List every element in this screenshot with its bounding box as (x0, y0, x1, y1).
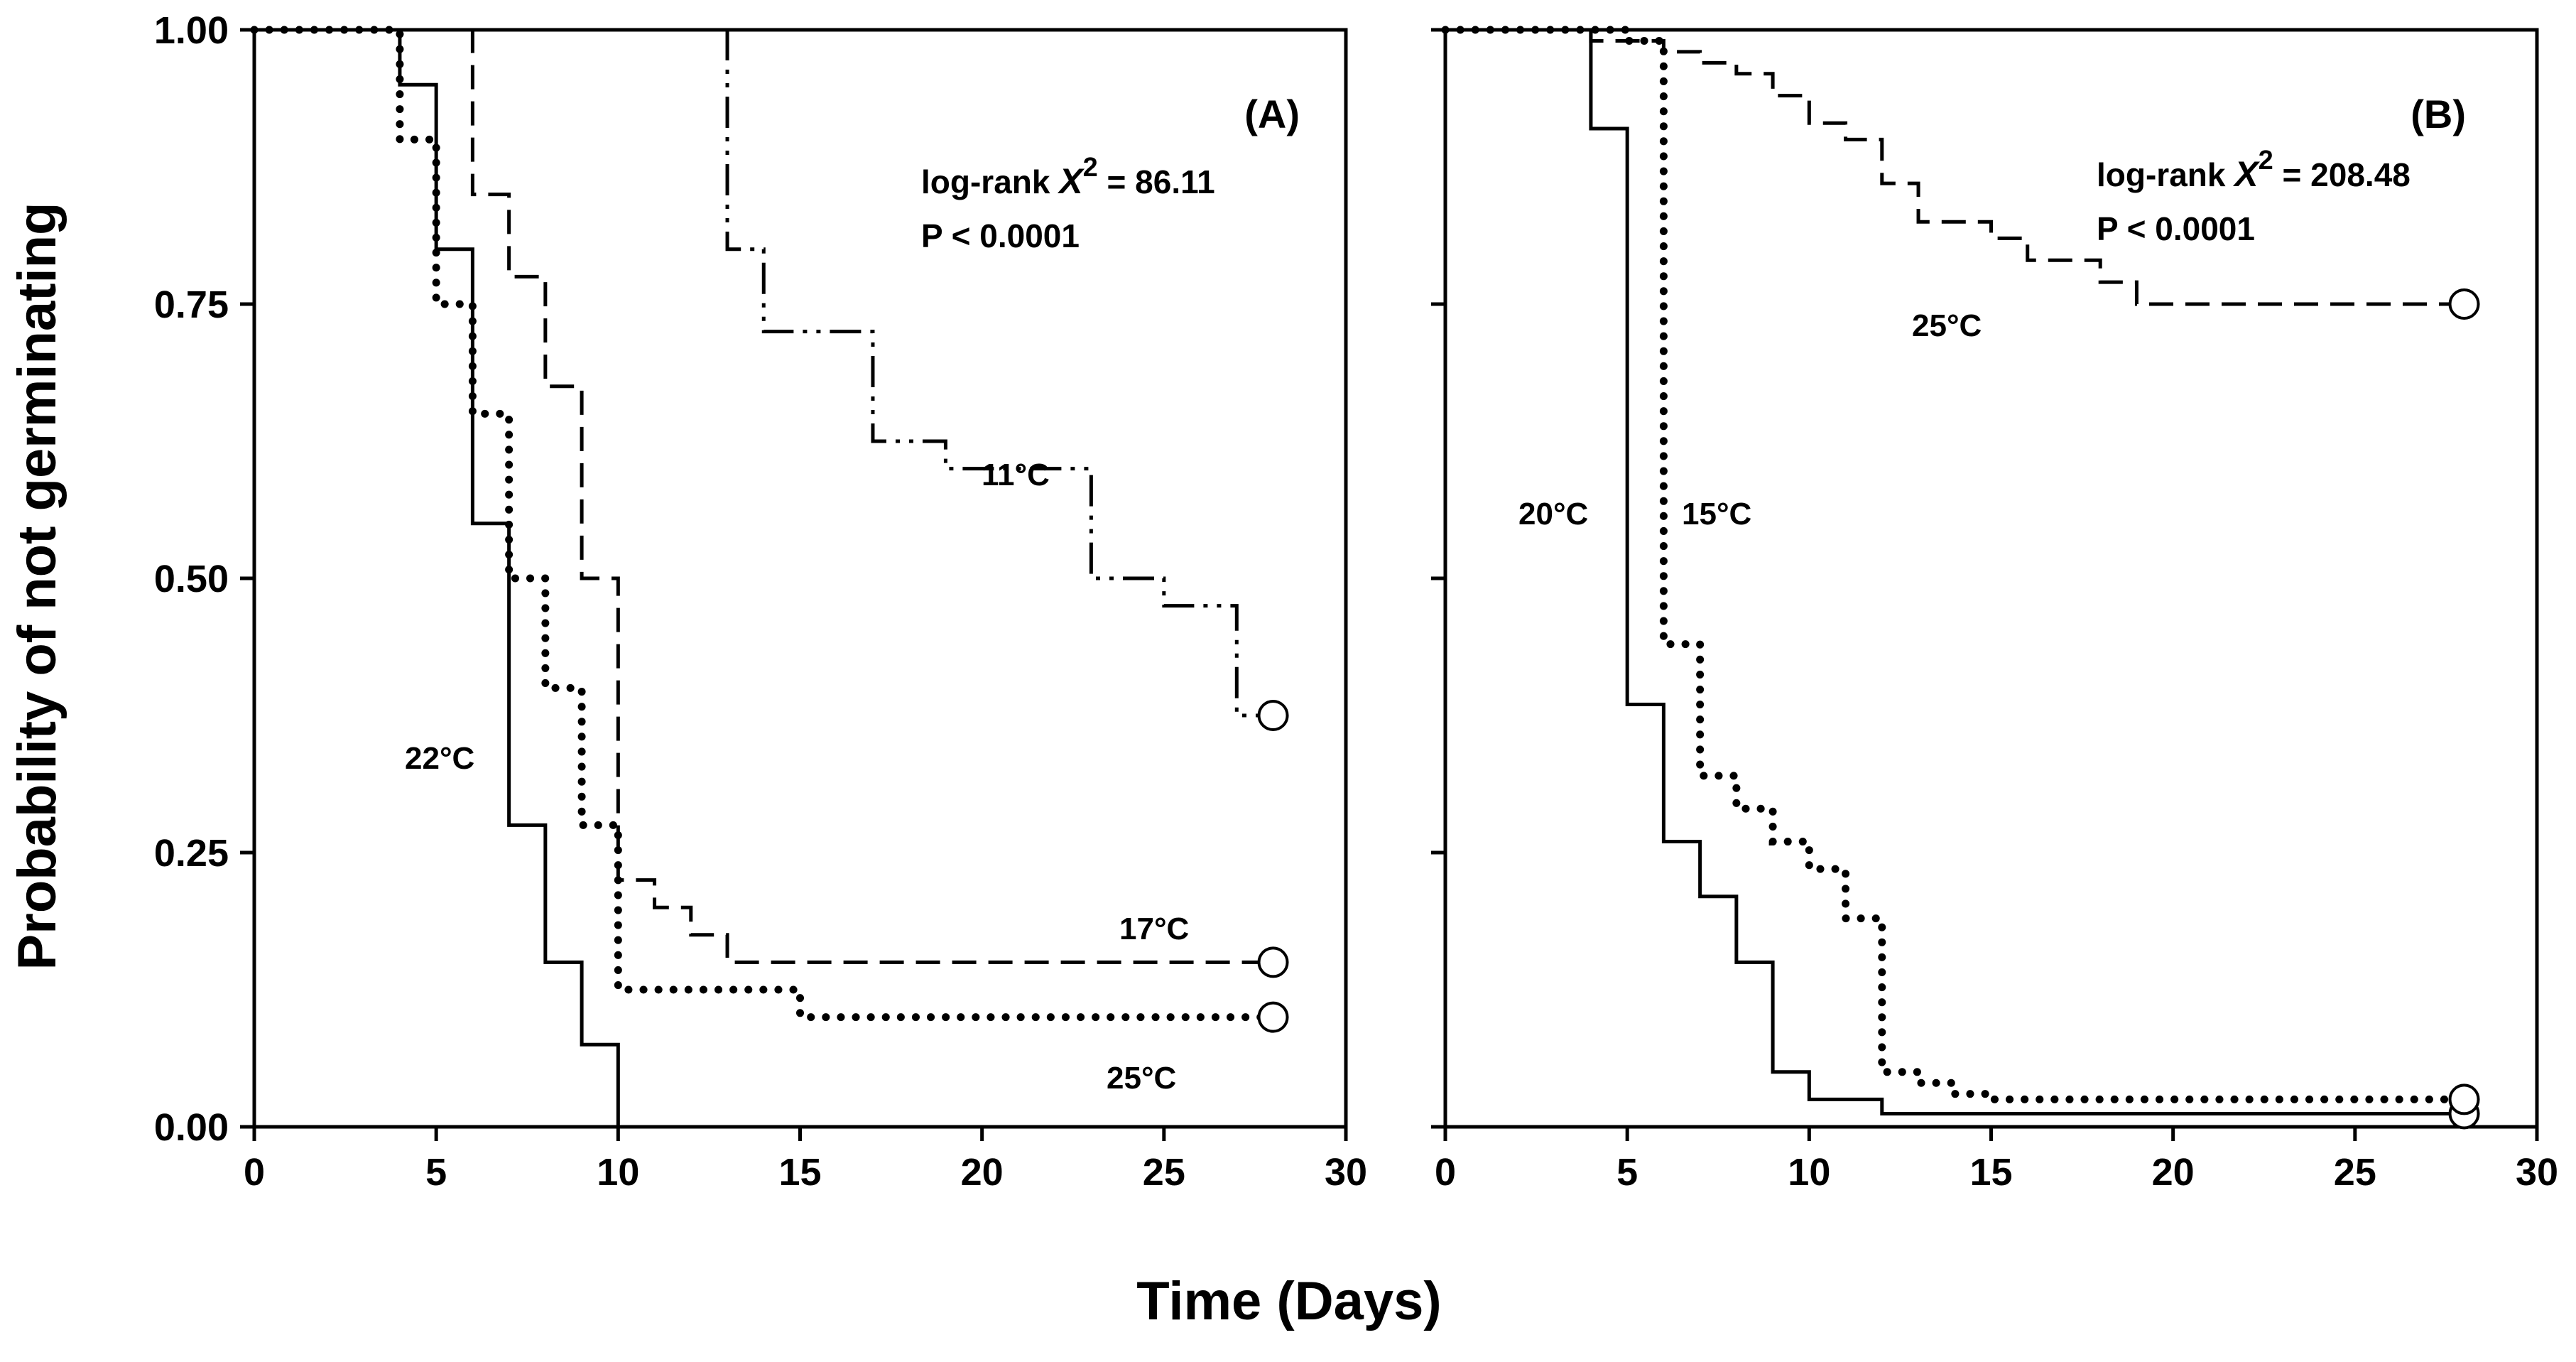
panel-a-series-3 (254, 28, 620, 1127)
panel-a-stat-exponent: 2 (1083, 153, 1098, 183)
panel-b-x-tick-label-2: 10 (1788, 1151, 1830, 1194)
panel-a-label-22c: 22°C (405, 741, 474, 776)
panel-b-frame (1443, 28, 2539, 1129)
panel-a-label: (A) (1244, 92, 1300, 136)
panel-a-p-value: P < 0.0001 (921, 217, 1080, 254)
panel-a-censor-marker-1 (1257, 946, 1289, 978)
panel-b-series-1 (1445, 28, 2464, 1115)
panel-a-ticks-layer: 0 5 10 15 20 25 30 0.00 0.25 0.50 0.75 1.00 (154, 9, 1367, 1194)
panel-a-y-tick-label-3: 0.75 (154, 283, 229, 326)
y-axis-title: Probability of not germinating (7, 202, 67, 971)
panel-a-y-tick-label-1: 0.25 (154, 832, 229, 875)
panel-b-censor-marker-0 (2448, 288, 2480, 320)
panel-a-x-tick-label-2: 10 (597, 1151, 639, 1194)
panel-b-x-tick-label-6: 30 (2516, 1151, 2558, 1194)
panel-a-stat-prefix: log-rank (921, 163, 1059, 200)
panel-a-label-25c: 25°C (1107, 1061, 1176, 1096)
panel-a-series-0 (254, 28, 1273, 718)
panel-a: (A) log-rank X2 = 86.11 P < 0.0001 0 5 10 1… (154, 9, 1367, 1194)
panel-b-ticks-layer: 0 5 10 15 20 25 30 (1431, 28, 2558, 1194)
panel-b-label-20c: 20°C (1518, 497, 1588, 531)
panel-a-label-17c: 17°C (1119, 912, 1189, 946)
panel-b-series-layer (1441, 26, 2480, 1130)
panel-b-stat-exponent: 2 (2259, 146, 2273, 175)
panel-b-x-tick-label-1: 5 (1616, 1151, 1638, 1194)
panel-b-x-tick-label-5: 25 (2334, 1151, 2376, 1194)
panel-b: (B) log-rank X2 = 208.48 P < 0.0001 0 5 10… (1431, 26, 2558, 1194)
panel-a-series-2 (250, 26, 1278, 1022)
panel-a-y-tick-label-0: 0.00 (154, 1106, 229, 1149)
panel-a-x-tick-label-5: 25 (1143, 1151, 1185, 1194)
panel-a-stat-value: = 86.11 (1098, 163, 1215, 200)
panel-a-label-11c: 11°C (982, 458, 1050, 492)
panel-b-x-tick-label-4: 20 (2152, 1151, 2195, 1194)
panel-a-x-tick-label-3: 15 (778, 1151, 821, 1194)
panel-b-series-2 (1441, 26, 2469, 1103)
panel-b-x-tick-label-3: 15 (1969, 1151, 2012, 1194)
panel-b-label: (B) (2411, 92, 2466, 136)
panel-b-series-0 (1445, 28, 2464, 306)
panel-a-x-tick-label-6: 30 (1325, 1151, 1367, 1194)
panel-a-censor-marker-2 (1257, 1001, 1289, 1033)
panel-a-series-1 (254, 28, 1273, 964)
panel-a-stat-line: log-rank X2 = 86.11 (921, 153, 1215, 201)
x-axis-title: Time (Days) (1136, 1271, 1441, 1331)
panel-b-x-tick-label-0: 0 (1435, 1151, 1456, 1194)
panel-a-x-tick-label-0: 0 (244, 1151, 265, 1194)
panel-b-stat-line: log-rank X2 = 208.48 (2097, 146, 2411, 194)
panel-b-p-value: P < 0.0001 (2097, 210, 2255, 247)
panel-a-series-layer (250, 26, 1289, 1127)
panel-b-stat-value: = 208.48 (2273, 156, 2411, 193)
panel-a-x-tick-label-1: 5 (425, 1151, 447, 1194)
panel-b-label-25c: 25°C (1912, 308, 1982, 343)
panel-b-censor-marker-2 (2448, 1083, 2480, 1115)
panel-b-stat-symbol: X (2232, 154, 2260, 194)
panel-a-x-tick-label-4: 20 (961, 1151, 1004, 1194)
panel-a-stat-symbol: X (1057, 161, 1085, 201)
panel-a-censor-marker-0 (1257, 700, 1289, 731)
panel-a-y-tick-label-2: 0.50 (154, 558, 229, 600)
panel-b-label-15c: 15°C (1682, 497, 1751, 531)
panel-b-stat-prefix: log-rank (2097, 156, 2234, 193)
panel-a-y-tick-label-4: 1.00 (154, 9, 229, 52)
